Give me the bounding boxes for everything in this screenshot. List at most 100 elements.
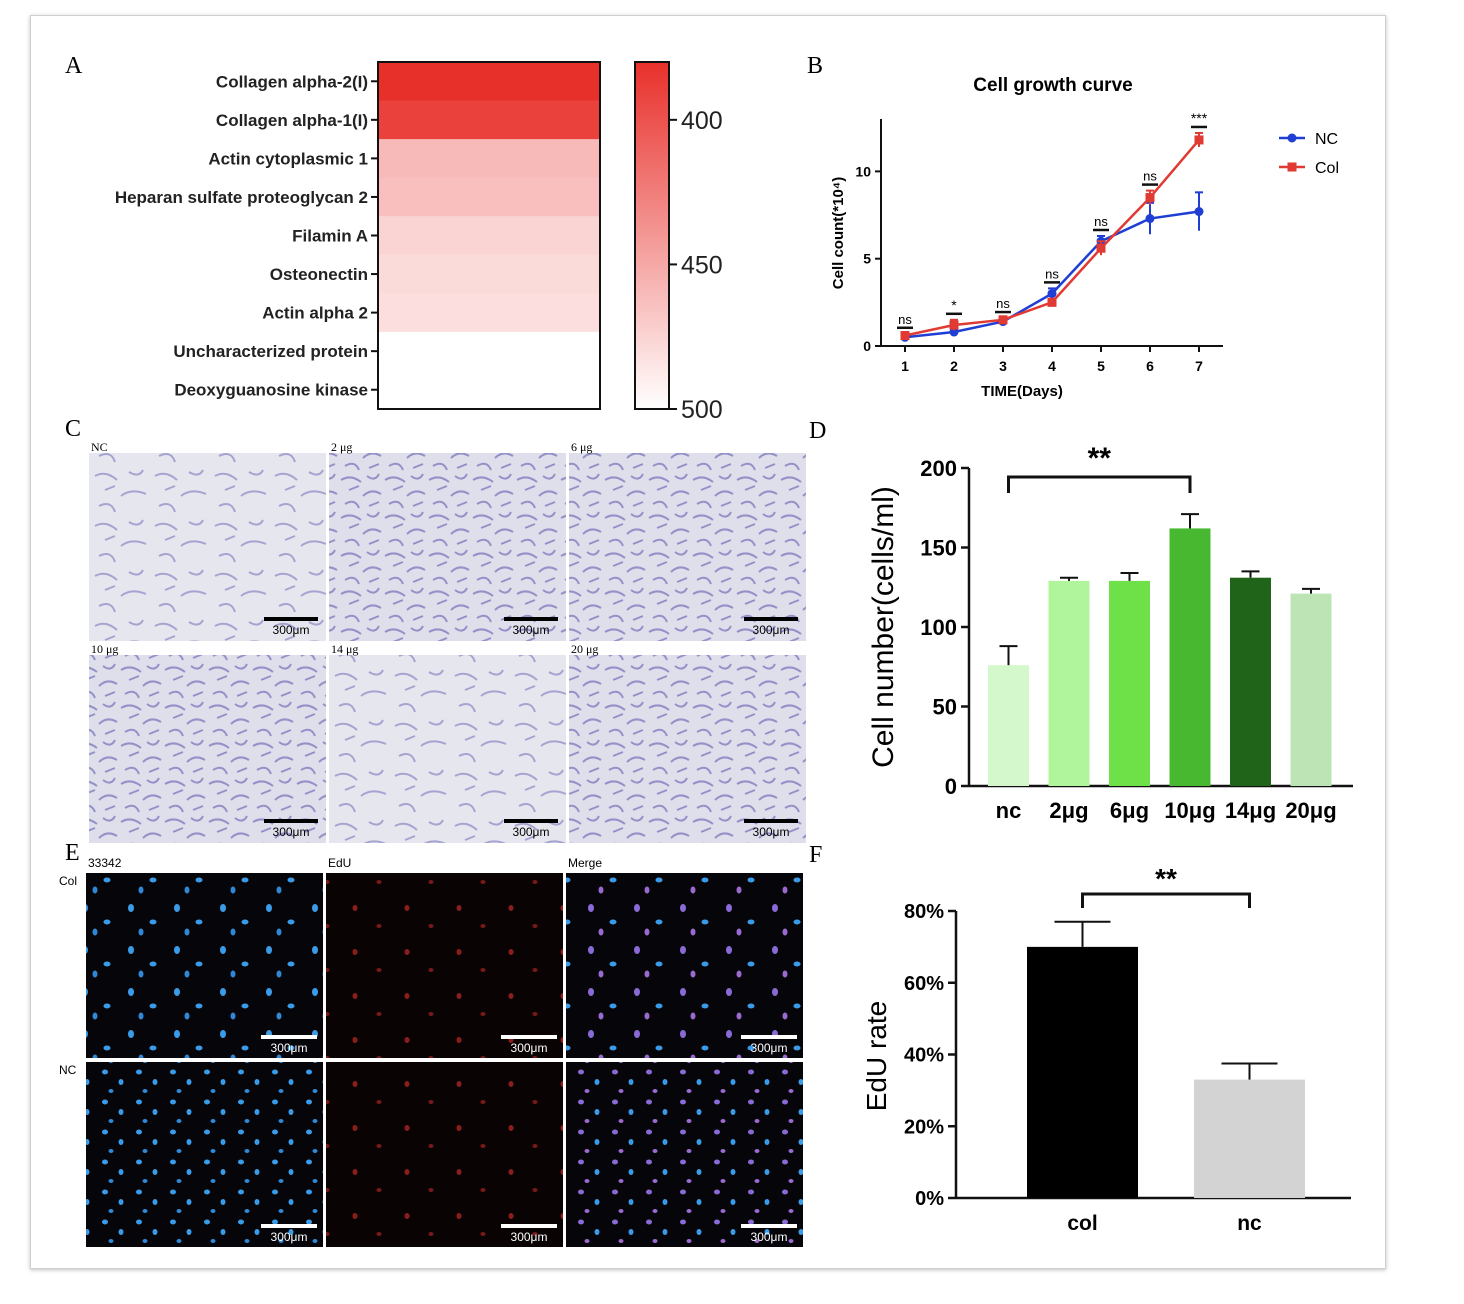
micrograph-label: 6 μg: [571, 440, 592, 454]
micrograph-label: 10 μg: [91, 642, 118, 656]
heatmap-cell: [378, 139, 600, 179]
b-x-tick-label: 1: [901, 358, 909, 374]
scale-bar: [264, 617, 318, 621]
b-point-col: [1194, 135, 1204, 145]
scale-bar: [741, 1224, 797, 1228]
micrograph-tile: [569, 453, 806, 641]
f-y-tick-label: 80%: [904, 901, 944, 923]
colorbar-tick-label: 400: [681, 107, 723, 135]
b-x-tick-label: 3: [999, 358, 1007, 374]
d-significance-label: **: [1088, 442, 1112, 475]
b-point-col: [1145, 193, 1155, 203]
panel-a-heatmap: Collagen alpha-2(I) Collagen alpha-1(I) Ac…: [115, 61, 723, 424]
micrograph-tile: [89, 453, 326, 641]
b-x-axis-label: TIME(Days): [981, 383, 1063, 400]
scale-bar: [744, 617, 798, 621]
heatmap-border: [377, 61, 601, 410]
figure: A B C D E F Collagen alpha-2(I) Collagen …: [30, 15, 1386, 1269]
micrograph-tile: [329, 453, 566, 641]
b-y-tick-label: 5: [863, 251, 871, 267]
heatmap-row-label: Actin cytoplasmic 1: [208, 149, 368, 168]
heatmap-row-label: Filamin A: [292, 227, 368, 246]
d-x-tick-label: 2μg: [1049, 798, 1088, 823]
heatmap-cell: [378, 62, 600, 102]
fluorescence-column-label: 33342: [88, 856, 122, 870]
colorbar: [634, 61, 670, 410]
heatmap-cell: [378, 370, 600, 410]
heatmap-row-label: Collagen alpha-1(I): [216, 111, 368, 130]
scale-bar: [501, 1224, 557, 1228]
b-y-axis-label: Cell count(*10⁴): [830, 177, 847, 289]
f-significance-label: **: [1155, 863, 1177, 894]
d-x-tick-label: 6μg: [1110, 798, 1149, 823]
fluorescence-row-label: Col: [59, 874, 77, 888]
b-significance-label: ns: [996, 296, 1010, 311]
panel-letter-b: B: [807, 53, 823, 79]
d-bar: [1109, 580, 1150, 786]
micrograph-tile: [569, 655, 806, 843]
d-y-tick-label: 0: [945, 774, 957, 799]
scale-bar-label: 300μm: [513, 623, 550, 637]
panel-letter-e: E: [65, 840, 80, 866]
d-bar: [1230, 577, 1271, 786]
scale-bar: [501, 1035, 557, 1039]
micrograph-label: 2 μg: [331, 440, 352, 454]
f-significance-bracket: [1081, 892, 1251, 908]
d-significance-bracket: [1007, 475, 1192, 493]
scale-bar-label: 300μm: [273, 825, 310, 839]
b-point-nc: [1194, 207, 1204, 217]
heatmap-cell: [378, 331, 600, 371]
panel-d-bar-chart: 0 50 100 150 200 Cell number(cells/ml) nc 2μg 6μ…: [867, 442, 1353, 823]
fluorescence-tile: [86, 1062, 323, 1247]
heatmap-row-label: Deoxyguanosine kinase: [174, 381, 368, 400]
b-legend-marker: [1287, 162, 1297, 172]
b-x-tick-label: 7: [1195, 358, 1203, 374]
fluorescence-tile: [326, 873, 563, 1058]
fluorescence-row-label: NC: [59, 1063, 77, 1077]
d-x-tick-label: 20μg: [1285, 798, 1336, 823]
f-y-tick-label: 0%: [915, 1188, 944, 1210]
scale-bar-label: 300μm: [271, 1230, 308, 1244]
scale-bar-label: 300μm: [511, 1041, 548, 1055]
scale-bar: [504, 617, 558, 621]
b-legend-label: Col: [1315, 160, 1339, 177]
scale-bar-label: 300μm: [271, 1041, 308, 1055]
panel-letter-f: F: [809, 842, 822, 868]
b-y-tick-label: 0: [863, 338, 871, 354]
b-x-tick-label: 5: [1097, 358, 1105, 374]
f-x-tick-label: col: [1067, 1212, 1097, 1235]
b-significance-label: *: [951, 297, 957, 313]
panel-letter-c: C: [65, 416, 81, 442]
d-y-tick-label: 200: [920, 456, 957, 481]
heatmap-cell: [378, 216, 600, 256]
figure-canvas: A B C D E F Collagen alpha-2(I)Collagen …: [59, 53, 1353, 1247]
growth-curve-title: Cell growth curve: [973, 75, 1132, 96]
fluorescence-column-label: EdU: [328, 856, 351, 870]
d-y-axis-label: Cell number(cells/ml): [867, 486, 900, 768]
d-bar: [1169, 528, 1211, 786]
f-y-tick-label: 40%: [904, 1045, 944, 1067]
b-significance-label: ***: [1191, 110, 1208, 126]
fluorescence-column-label: Merge: [568, 856, 602, 870]
panel-f-edu-chart: 0% 20% 40% 60% 80% EdU rate col nc **: [861, 863, 1351, 1235]
scale-bar-label: 300μm: [511, 1230, 548, 1244]
d-y-tick-label: 100: [920, 615, 957, 640]
f-x-tick-label: nc: [1237, 1212, 1262, 1235]
f-y-tick-label: 20%: [904, 1116, 944, 1138]
d-bar: [988, 665, 1029, 786]
micrograph-label: 14 μg: [331, 642, 358, 656]
panel-b-growth-curve: Cell growth curve 0 5 10 1 2 3 4 5 6 7 TIME(Days) C…: [830, 75, 1339, 400]
d-y-tick-label: 50: [933, 695, 957, 720]
scale-bar-label: 300μm: [753, 623, 790, 637]
b-significance-label: ns: [898, 312, 912, 327]
b-point-col: [1047, 297, 1057, 307]
colorbar-tick-label: 450: [681, 251, 723, 279]
d-x-tick-label: 14μg: [1225, 798, 1276, 823]
heatmap-cell: [378, 254, 600, 294]
scale-bar: [504, 819, 558, 823]
f-bar: [1194, 1079, 1305, 1198]
b-point-col: [1096, 243, 1106, 253]
b-point-nc: [949, 327, 959, 337]
b-x-tick-label: 2: [950, 358, 958, 374]
b-significance-label: ns: [1143, 169, 1157, 184]
